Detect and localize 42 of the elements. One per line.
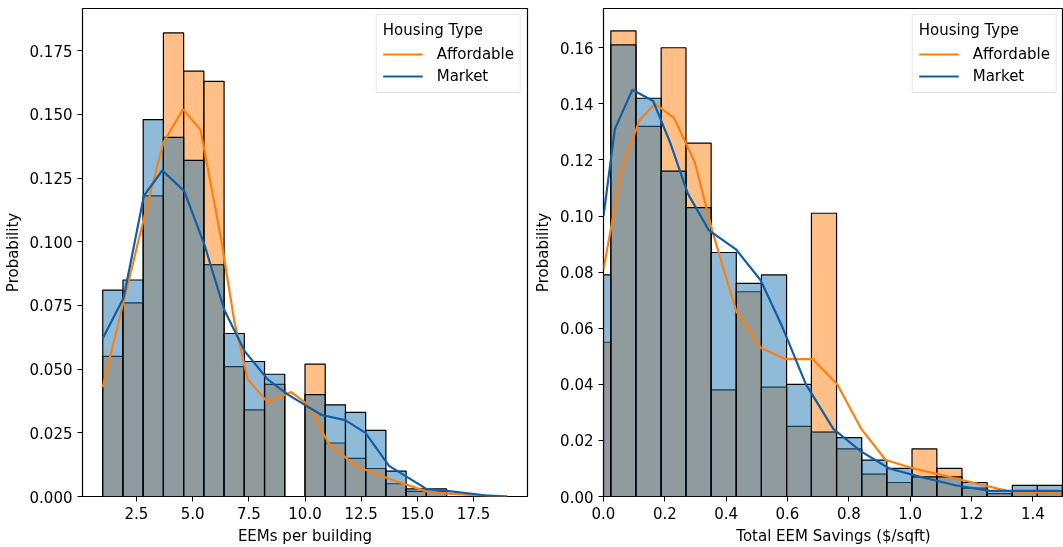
x-tick-label: 0.6 — [775, 504, 800, 523]
y-tick-label: 0.025 — [29, 424, 73, 443]
x-tick-label: 0.4 — [714, 504, 739, 523]
x-tick-label: 17.5 — [456, 504, 491, 523]
y-tick-label: 0.16 — [560, 39, 594, 58]
y-tick-label: 0.150 — [29, 106, 73, 125]
x-tick-label: 0.0 — [591, 504, 616, 523]
y-axis-title: Probability — [534, 212, 553, 293]
y-tick-label: 0.00 — [560, 488, 594, 507]
y-tick-label: 0.100 — [29, 233, 73, 252]
legend-label: Affordable — [436, 45, 514, 63]
y-tick-label: 0.08 — [560, 264, 594, 283]
x-tick-label: 7.5 — [236, 504, 261, 523]
x-axis-title: Total EEM Savings ($/sqft) — [735, 526, 931, 545]
y-tick-label: 0.12 — [560, 151, 594, 170]
legend-label: Affordable — [972, 45, 1050, 63]
x-tick-label: 12.5 — [344, 504, 378, 523]
x-tick-label: 0.2 — [652, 504, 677, 523]
x-tick-label: 15.0 — [400, 504, 435, 523]
x-tick-label: 10.0 — [288, 504, 322, 523]
x-tick-label: 1.0 — [898, 504, 923, 523]
y-axis-title: Probability — [3, 212, 22, 293]
y-tick-label: 0.125 — [29, 170, 73, 189]
y-tick-label: 0.04 — [560, 376, 594, 395]
legend-title: Housing Type — [918, 21, 1020, 39]
x-axis-title: EEMs per building — [237, 526, 373, 545]
y-tick-label: 0.175 — [29, 42, 73, 61]
y-tick-label: 0.000 — [29, 488, 73, 507]
x-tick-label: 0.8 — [836, 504, 861, 523]
y-tick-label: 0.06 — [560, 320, 594, 339]
x-tick-label: 1.4 — [1020, 504, 1045, 523]
legend-label: Market — [436, 67, 489, 85]
x-tick-label: 2.5 — [124, 504, 149, 523]
y-tick-label: 0.075 — [29, 297, 73, 316]
y-tick-label: 0.10 — [560, 208, 594, 227]
legend-label: Market — [972, 67, 1025, 85]
x-tick-label: 1.2 — [959, 504, 984, 523]
y-tick-label: 0.14 — [560, 95, 594, 114]
x-tick-label: 5.0 — [180, 504, 205, 523]
y-tick-label: 0.02 — [560, 432, 594, 451]
y-tick-label: 0.050 — [29, 361, 73, 380]
legend-title: Housing Type — [382, 21, 484, 39]
